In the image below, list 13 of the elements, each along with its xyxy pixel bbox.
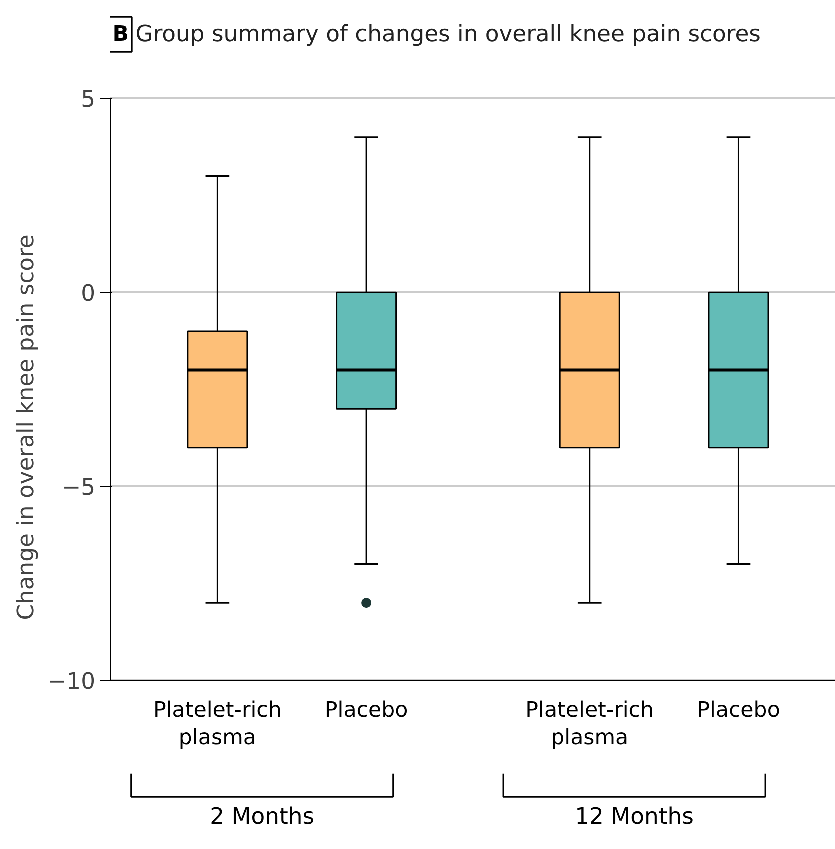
x-tick-label: Placebo	[324, 698, 408, 724]
y-tick-label: −10	[48, 669, 96, 696]
x-tick-label: Platelet-rich plasma	[153, 698, 282, 751]
y-axis-title: Change in overall knee pain score	[14, 234, 40, 620]
text: B	[112, 22, 130, 48]
text: 2 Months	[210, 804, 315, 830]
chart-title: Group summary of changes in overall knee pain scores	[136, 22, 761, 48]
y-tick-label: 0	[81, 281, 96, 308]
y-tick-label: 5	[81, 87, 96, 114]
y-tick-label: −5	[62, 475, 96, 502]
text: 12 Months	[575, 804, 694, 830]
x-tick-label: Placebo	[697, 698, 780, 724]
x-tick-label: Platelet-rich plasma	[526, 698, 654, 751]
